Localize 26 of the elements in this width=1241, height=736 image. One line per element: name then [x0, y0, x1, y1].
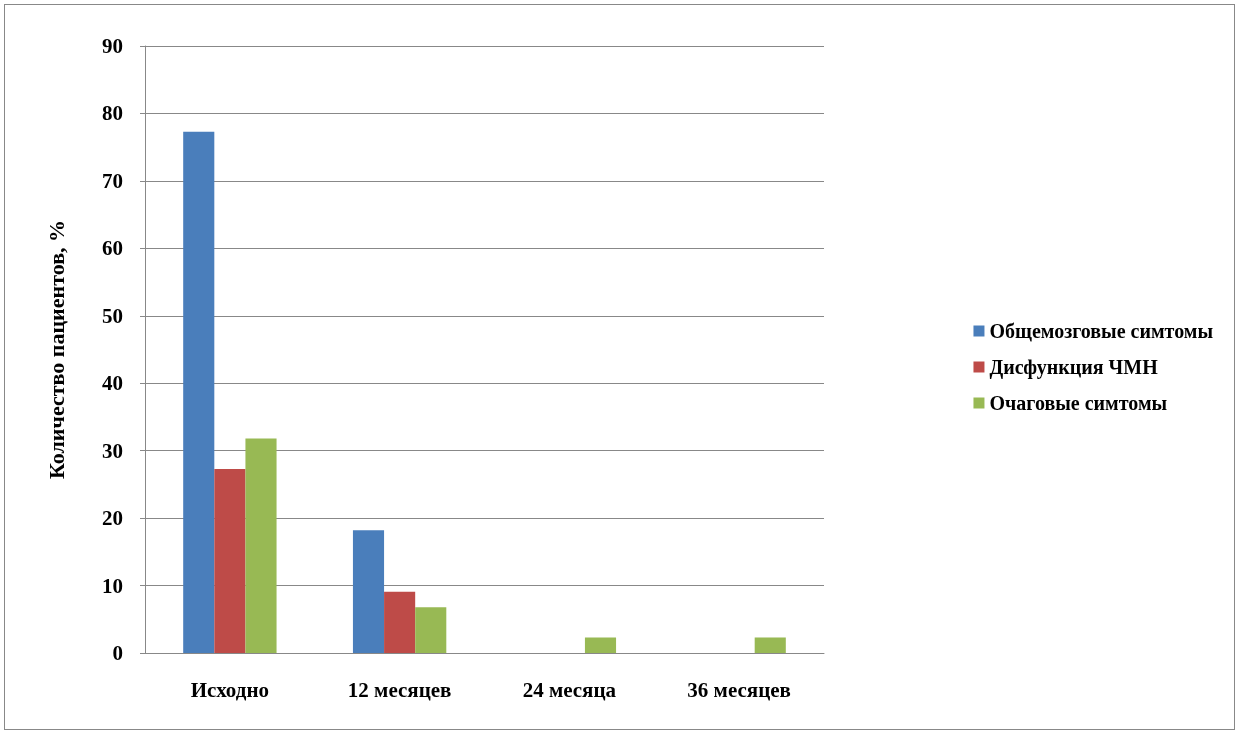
- y-tick-label: 80: [102, 101, 123, 126]
- legend-label: Общемозговые симтомы: [989, 320, 1214, 342]
- x-tick-label: 36 месяцев: [687, 677, 791, 702]
- y-tick-label: 60: [102, 236, 123, 261]
- legend-label: Очаговые симтомы: [989, 392, 1168, 414]
- y-tick-label: 90: [102, 34, 123, 58]
- y-tick-label: 0: [112, 641, 123, 665]
- bar: [245, 438, 277, 653]
- y-axis-title: Количество пациентов, %: [43, 219, 69, 480]
- y-tick-label: 30: [102, 438, 123, 463]
- x-tick-label: Исходно: [190, 677, 269, 702]
- bar: [384, 591, 416, 653]
- legend-label: Дисфункция ЧМН: [989, 356, 1159, 379]
- y-tick-label: 10: [102, 573, 123, 598]
- bar: [584, 637, 617, 653]
- bar: [352, 530, 385, 653]
- bar: [214, 468, 246, 653]
- x-tick-label: 24 месяца: [522, 677, 617, 702]
- bar: [415, 607, 447, 653]
- x-tick-label: 12 месяцев: [347, 677, 452, 702]
- bar: [754, 637, 786, 653]
- y-tick-label: 40: [102, 371, 123, 396]
- bar: [183, 131, 215, 653]
- y-tick-label: 50: [102, 303, 123, 328]
- y-tick-label: 70: [102, 168, 123, 193]
- y-tick-label: 20: [102, 506, 123, 531]
